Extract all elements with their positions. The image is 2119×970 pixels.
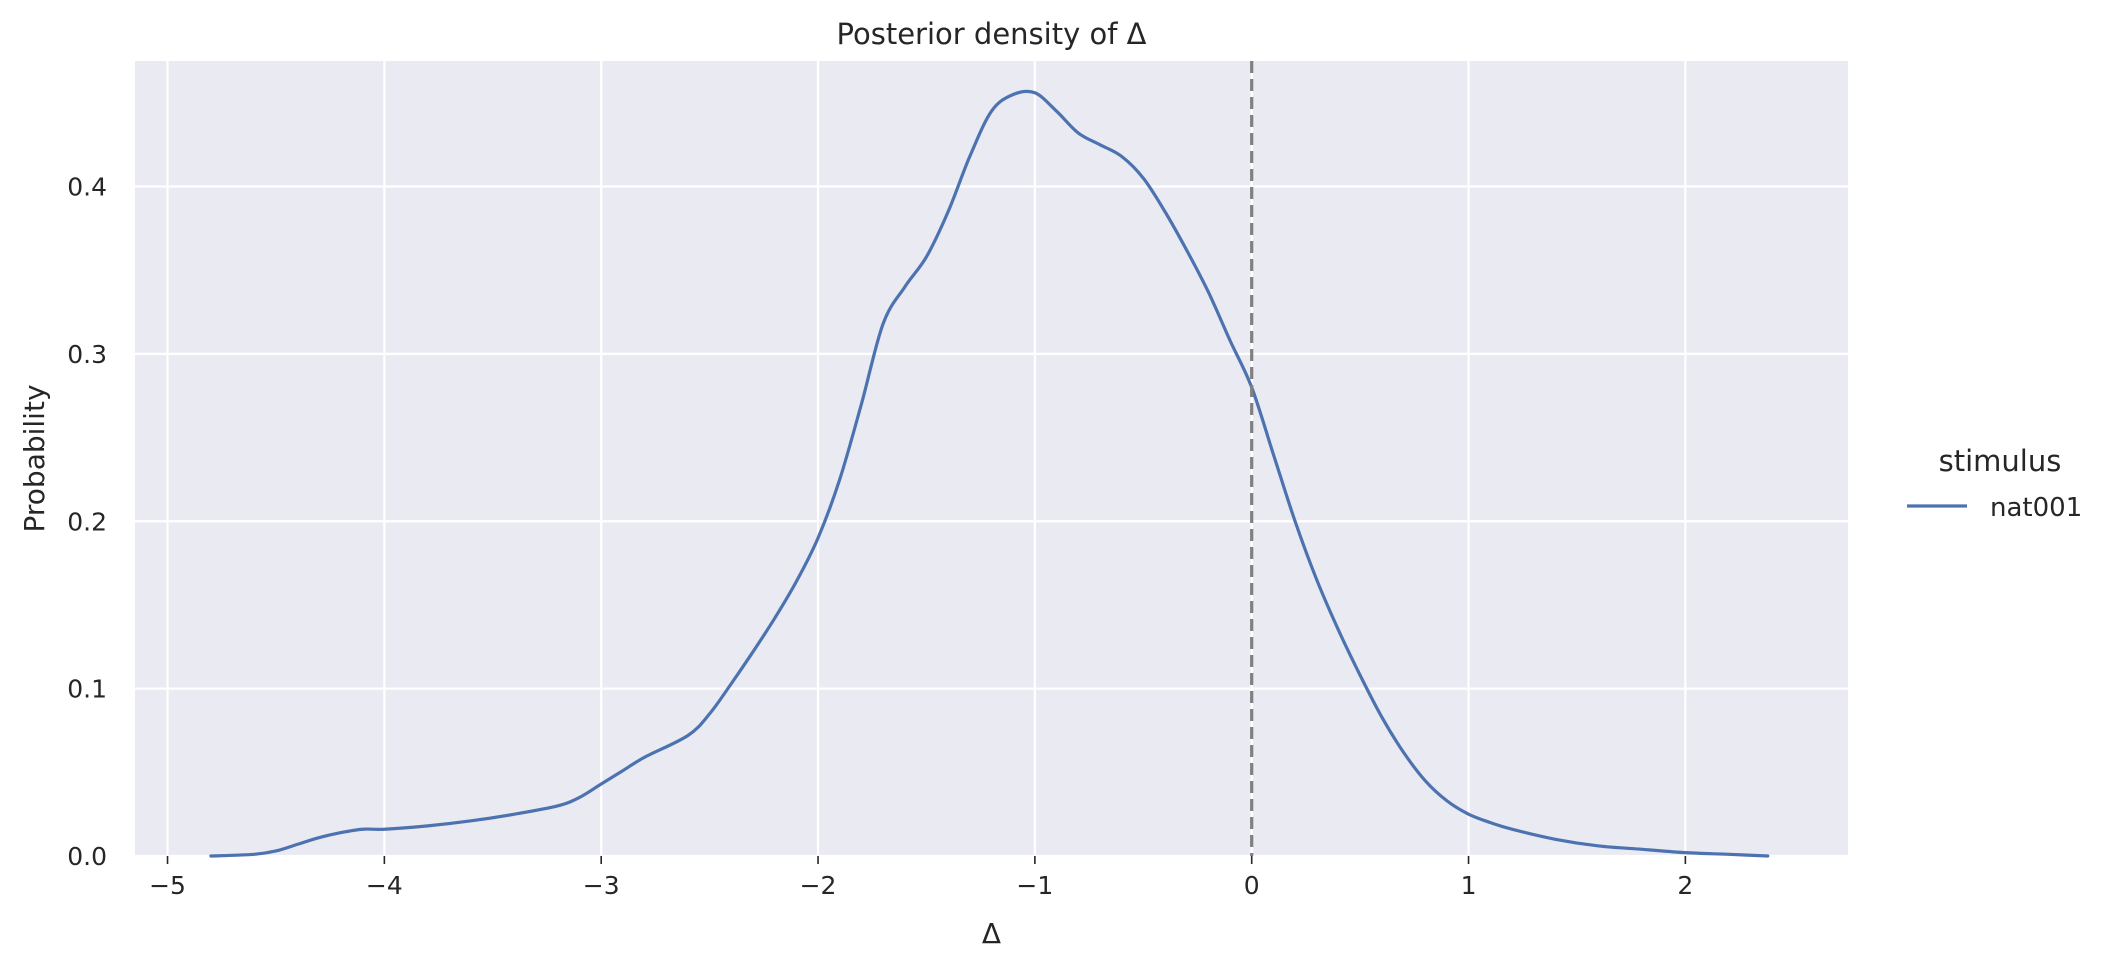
chart-title: Posterior density of Δ: [837, 17, 1147, 51]
x-axis-label: Δ: [982, 917, 1001, 950]
y-tick-label: 0.2: [67, 507, 107, 536]
legend-label: nat001: [1990, 493, 2082, 523]
series-line-nat001: [209, 89, 1770, 858]
plot-area: [135, 61, 1848, 856]
x-tick-label: 2: [1677, 871, 1693, 900]
x-tick-label: 0: [1244, 871, 1260, 900]
y-tick-label: 0.0: [67, 842, 107, 871]
x-tick-label: −3: [583, 871, 620, 900]
legend-title: stimulus: [1939, 444, 2062, 478]
x-tick-labels: −5 −4 −3 −2 −1 0 1 2: [149, 856, 1693, 900]
grid-lines: [135, 61, 1848, 858]
x-tick-label: −1: [1016, 871, 1053, 900]
y-tick-label: 0.4: [67, 173, 107, 202]
y-tick-labels: 0.0 0.1 0.2 0.3 0.4: [67, 173, 107, 871]
y-tick-label: 0.1: [67, 675, 107, 704]
x-tick-label: −5: [149, 871, 186, 900]
y-axis-label: Probability: [18, 384, 51, 532]
x-tick-label: −2: [800, 871, 837, 900]
series-layer: [209, 89, 1770, 858]
x-tick-label: −4: [366, 871, 403, 900]
y-tick-label: 0.3: [67, 340, 107, 369]
x-tick-label: 1: [1461, 871, 1477, 900]
legend: stimulus nat001: [1907, 444, 2082, 523]
